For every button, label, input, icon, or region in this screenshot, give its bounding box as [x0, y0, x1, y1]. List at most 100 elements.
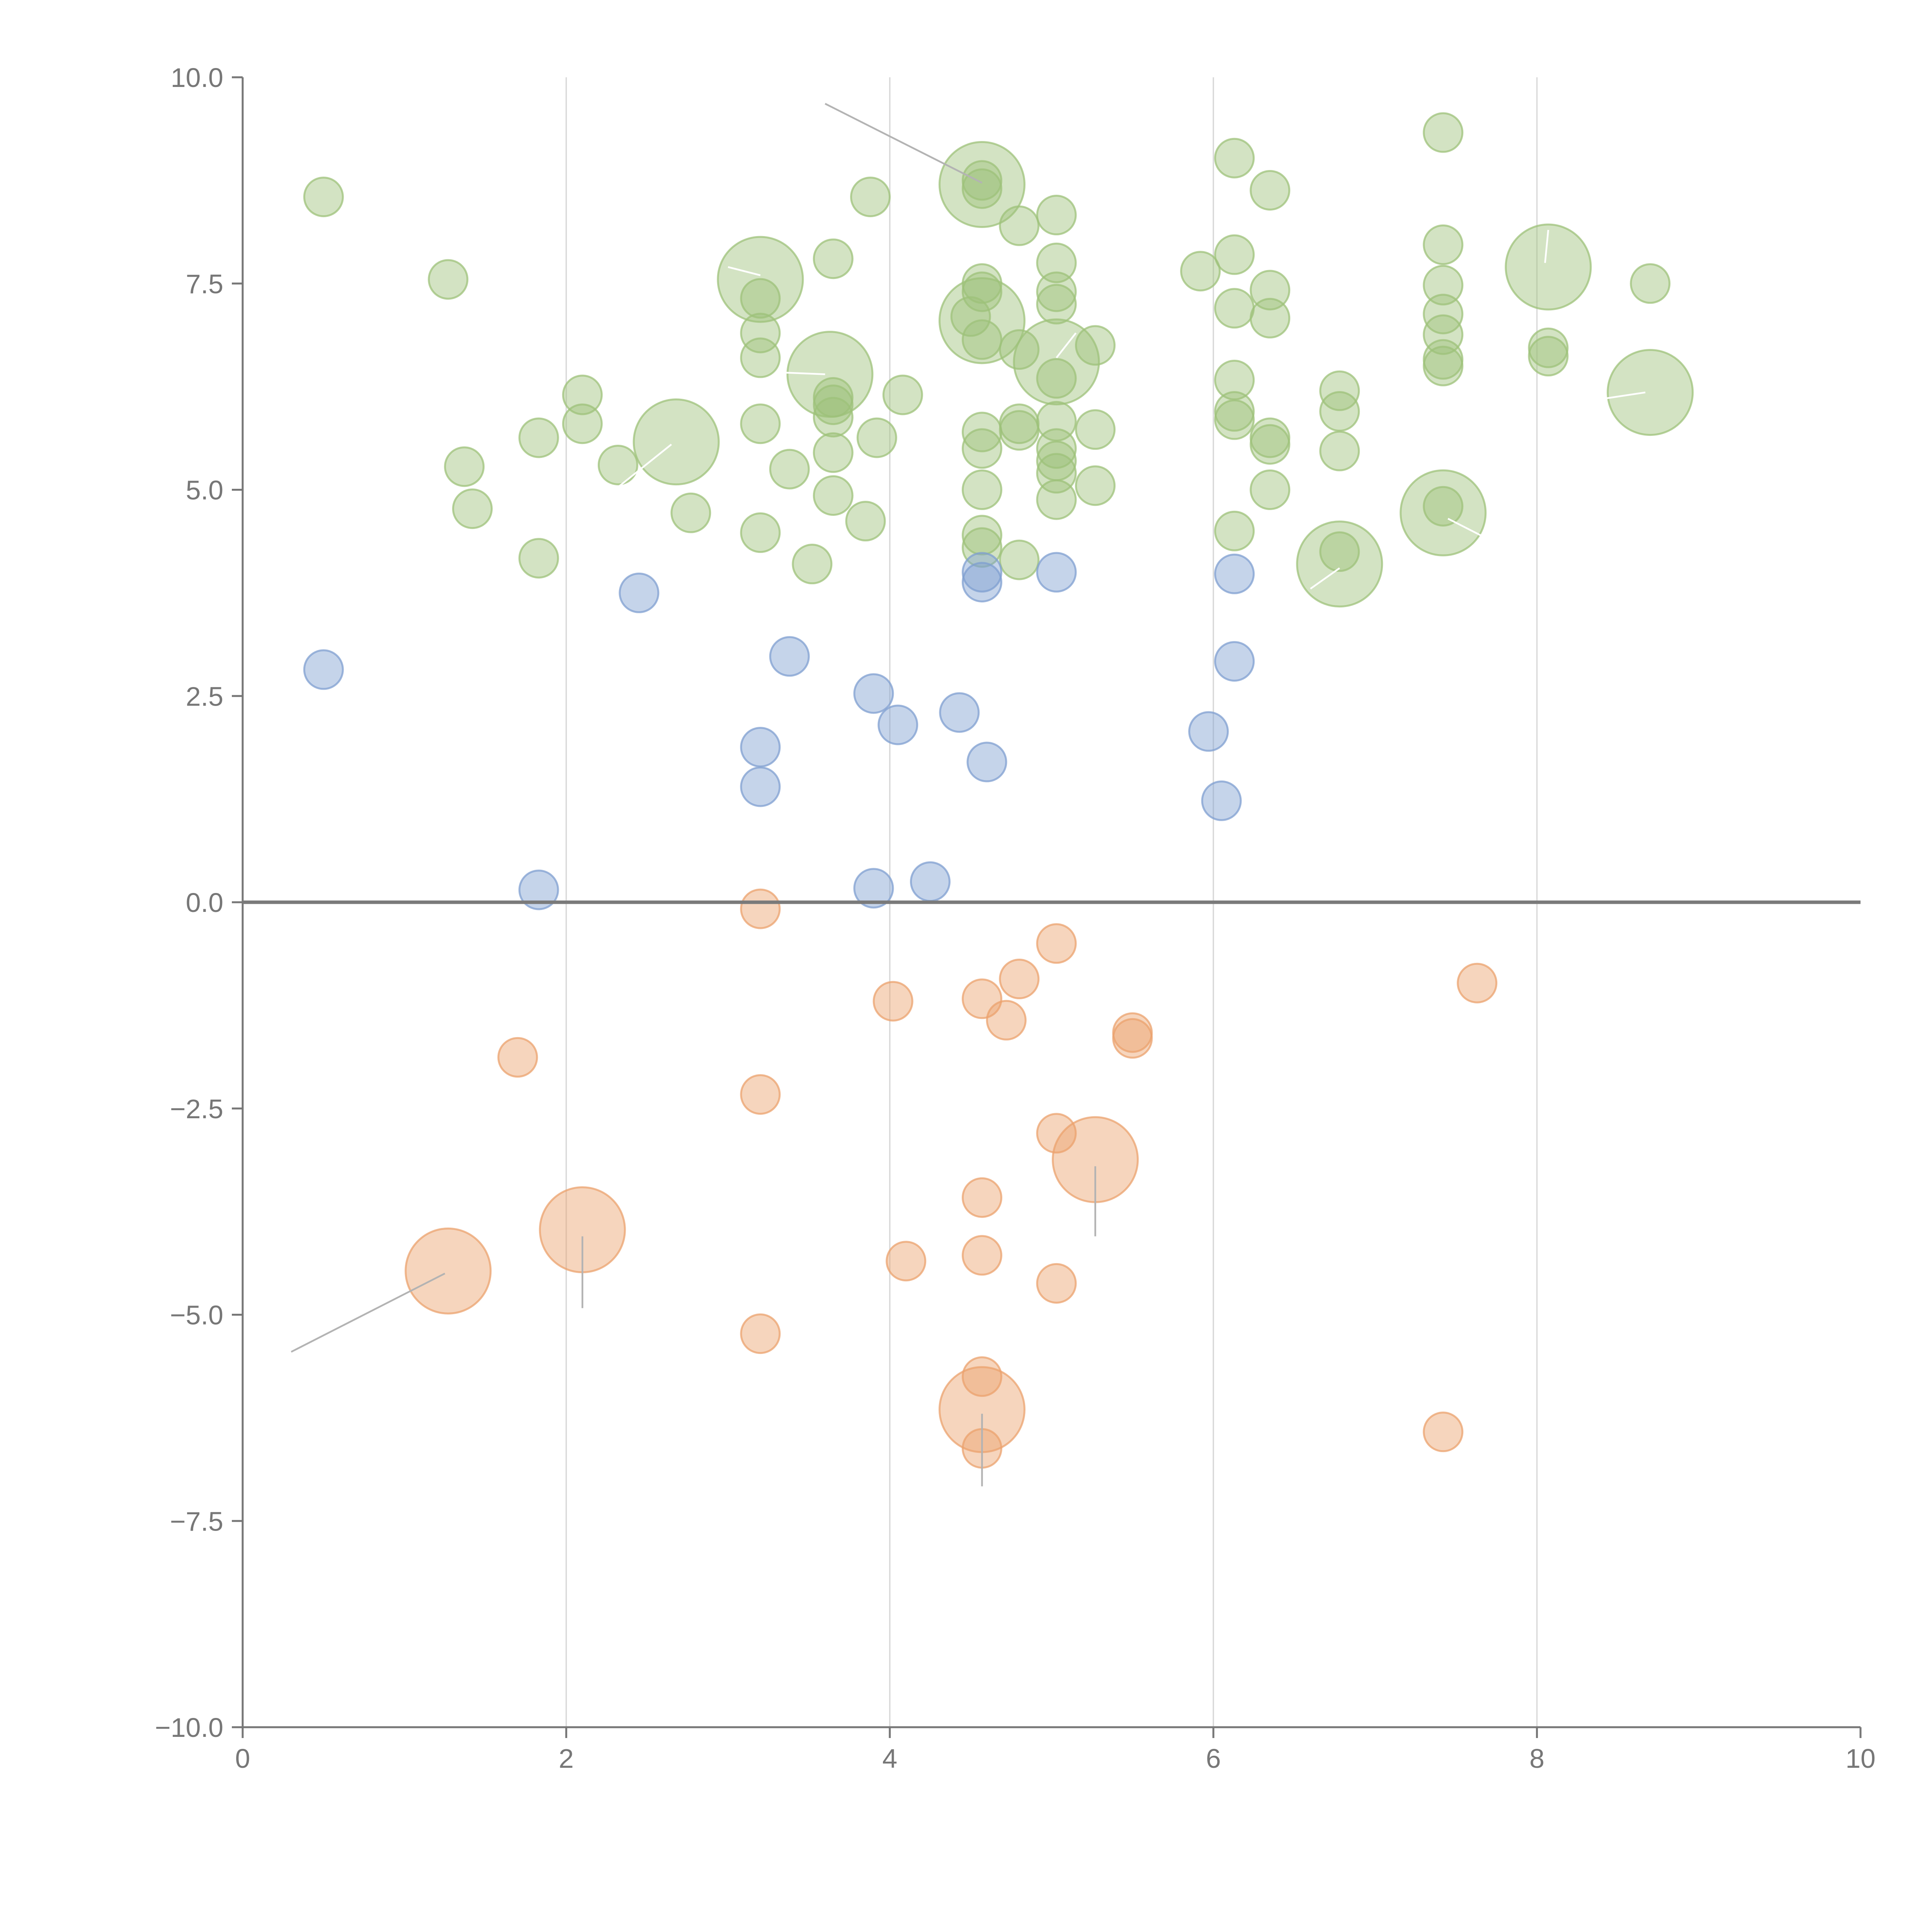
green-bubble	[999, 539, 1040, 580]
green-bubble	[1214, 234, 1255, 275]
green-bubble	[1423, 112, 1464, 153]
green-bubble	[1423, 345, 1464, 386]
green-bubble	[1214, 510, 1255, 551]
green-bubble	[1250, 170, 1291, 211]
green-bubble	[1607, 349, 1694, 436]
green-bubble	[1214, 399, 1255, 440]
annotation-leader-line	[1544, 230, 1549, 263]
green-bubble	[961, 469, 1002, 510]
blue-bubble	[1214, 641, 1255, 682]
blue-bubble	[961, 552, 1002, 593]
green-bubble	[1250, 298, 1291, 338]
green-bubble	[813, 432, 854, 473]
y-tick-label: −10.0	[155, 1713, 223, 1743]
leader-lines	[243, 103, 1861, 1486]
green-bubble	[740, 403, 781, 444]
blue-bubble	[1214, 553, 1255, 594]
x-tick-label: 0	[235, 1743, 250, 1774]
annotation-leader-line	[1601, 391, 1646, 400]
blue-bubble	[1036, 552, 1077, 593]
green-bubble	[1423, 486, 1464, 527]
green-bubble	[1528, 336, 1569, 377]
x-tick-label: 6	[1206, 1743, 1221, 1774]
green-bubble	[562, 403, 603, 444]
green-bubble	[1075, 409, 1116, 450]
green-bubble	[999, 205, 1040, 246]
blue-bubble	[303, 649, 344, 690]
x-tick-label: 4	[882, 1743, 897, 1774]
annotation-leader-line	[291, 1272, 446, 1353]
blue-bubble	[518, 869, 559, 910]
green-bubble	[1423, 314, 1464, 355]
annotation-leader-line	[784, 372, 825, 375]
green-bubble	[813, 475, 854, 516]
x-tick-label: 8	[1529, 1743, 1544, 1774]
green-bubble	[1013, 318, 1100, 406]
orange-bubble	[405, 1227, 492, 1315]
green-bubble	[562, 374, 603, 415]
green-bubble	[961, 428, 1002, 469]
orange-bubble	[1036, 1263, 1077, 1304]
green-bubble	[1319, 430, 1360, 471]
green-bubble	[1075, 325, 1116, 366]
green-bubble	[882, 374, 923, 415]
green-bubble	[1075, 465, 1116, 506]
green-bubble	[1319, 391, 1360, 432]
green-bubble	[1180, 251, 1221, 292]
blue-bubble	[878, 704, 918, 745]
green-bubble	[961, 527, 1002, 568]
green-bubble	[1214, 138, 1255, 179]
blue-bubble	[853, 673, 894, 714]
y-tick-label: 2.5	[186, 681, 223, 711]
green-bubble	[1250, 469, 1291, 510]
blue-bubble	[740, 727, 781, 768]
x-tick-label: 10	[1845, 1743, 1876, 1774]
green-bubble	[518, 417, 559, 458]
blue-bubble	[961, 562, 1002, 603]
green-bubble	[1319, 370, 1360, 411]
annotation-leader-line	[614, 444, 672, 491]
green-bubble	[1036, 479, 1077, 520]
orange-bubble	[740, 888, 781, 929]
orange-bubble	[1457, 963, 1498, 1003]
orange-bubble	[1036, 1113, 1077, 1154]
orange-bubble	[1423, 1412, 1464, 1452]
green-bubble	[428, 259, 469, 300]
green-bubble	[303, 177, 344, 218]
blue-bubble	[853, 868, 894, 909]
green-bubble	[1423, 294, 1464, 335]
orange-bubble	[961, 1177, 1002, 1218]
blue-bubble	[619, 572, 660, 613]
green-bubble	[1505, 223, 1592, 311]
green-bubble	[1250, 424, 1291, 465]
green-bubble	[444, 446, 485, 487]
green-bubble	[961, 168, 1002, 209]
green-bubble	[1423, 265, 1464, 306]
green-bubble	[1036, 428, 1077, 469]
green-bubble	[813, 384, 854, 425]
orange-bubble	[872, 981, 913, 1022]
green-bubble	[961, 160, 1002, 201]
orange-bubble	[886, 1241, 927, 1282]
green-bubble	[1036, 242, 1077, 283]
green-bubble	[740, 512, 781, 553]
x-tick-label: 2	[559, 1743, 574, 1774]
green-bubble	[845, 501, 886, 542]
green-bubble	[769, 449, 810, 490]
y-tick-label: 10.0	[171, 63, 223, 93]
green-bubble	[1296, 520, 1383, 608]
blue-bubble	[1188, 711, 1229, 752]
annotation-leader-line	[1056, 332, 1077, 359]
annotation-leader-line	[1310, 567, 1340, 590]
green-bubble	[1400, 469, 1487, 556]
orange-bubble	[497, 1037, 538, 1078]
y-tick-label: 7.5	[186, 269, 223, 299]
orange-bubble	[961, 1235, 1002, 1276]
green-bubble	[999, 329, 1040, 370]
data-points	[303, 112, 1694, 1469]
orange-bubble	[740, 1313, 781, 1354]
green-bubble	[961, 515, 1002, 556]
green-bubble	[938, 141, 1026, 228]
